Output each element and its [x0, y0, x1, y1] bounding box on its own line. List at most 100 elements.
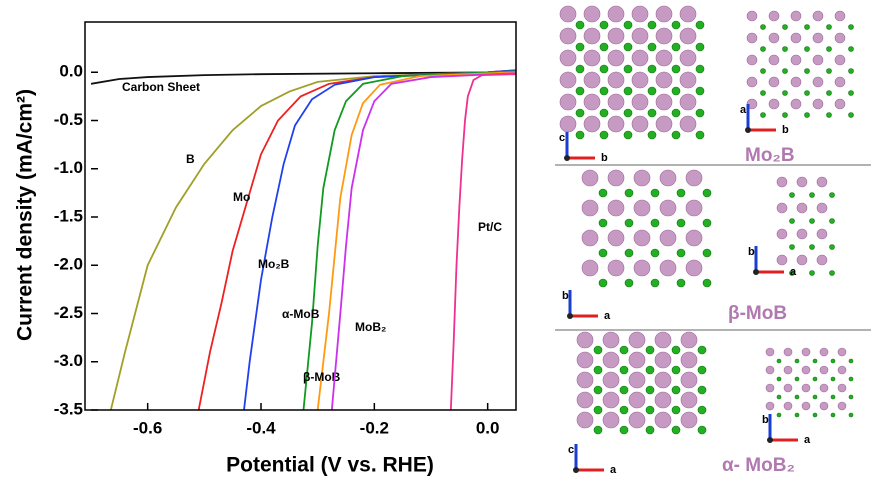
- atom: [680, 50, 696, 66]
- atom: [795, 395, 799, 399]
- axis-origin: [767, 437, 773, 443]
- atom: [698, 366, 706, 374]
- atom: [747, 77, 757, 87]
- atom: [632, 116, 648, 132]
- atom: [603, 412, 619, 428]
- atom: [594, 386, 602, 394]
- atom: [784, 402, 792, 410]
- atom: [594, 346, 602, 354]
- atom: [632, 6, 648, 22]
- atom: [560, 116, 576, 132]
- atom: [696, 65, 704, 73]
- atom: [802, 366, 810, 374]
- atom: [766, 348, 774, 356]
- atom: [603, 332, 619, 348]
- atom: [769, 77, 779, 87]
- atom: [672, 65, 680, 73]
- atom: [838, 384, 846, 392]
- atom: [584, 94, 600, 110]
- atom: [584, 28, 600, 44]
- atom: [660, 260, 676, 276]
- atom: [608, 72, 624, 88]
- atom: [634, 260, 650, 276]
- atom: [672, 426, 680, 434]
- atom: [827, 47, 832, 52]
- structure-title: β-MoB: [728, 303, 787, 324]
- atom: [603, 392, 619, 408]
- atom: [620, 346, 628, 354]
- atom: [784, 348, 792, 356]
- atom: [582, 200, 598, 216]
- atom: [777, 229, 787, 239]
- curve: [111, 70, 516, 410]
- atom: [696, 21, 704, 29]
- atom: [783, 25, 788, 30]
- y-tick-label: -3.5: [54, 399, 83, 418]
- atom: [651, 279, 659, 287]
- axis-letter: c: [568, 444, 574, 456]
- atom: [655, 352, 671, 368]
- series-label: MoB₂: [355, 320, 386, 334]
- atom: [582, 230, 598, 246]
- figure: Potential (V vs. RHE) Current density (m…: [0, 0, 871, 482]
- atom: [703, 189, 711, 197]
- x-tick-label: -0.4: [246, 418, 276, 437]
- atom: [831, 395, 835, 399]
- atom: [817, 203, 827, 213]
- structure-title: Mo₂B: [745, 145, 795, 166]
- atom: [648, 131, 656, 139]
- atom: [629, 332, 645, 348]
- atom: [784, 366, 792, 374]
- atom: [680, 28, 696, 44]
- axis-letter: a: [610, 464, 617, 476]
- atom: [660, 230, 676, 246]
- atom: [817, 229, 827, 239]
- atom: [805, 69, 810, 74]
- atom: [677, 249, 685, 257]
- y-tick-label: -3.0: [54, 351, 83, 370]
- series-label: Pt/C: [478, 220, 502, 234]
- x-tick-label: 0.0: [476, 418, 500, 437]
- atom: [813, 377, 817, 381]
- atom: [576, 87, 584, 95]
- x-tick-label: -0.2: [360, 418, 389, 437]
- atom: [696, 87, 704, 95]
- atom: [835, 33, 845, 43]
- atom: [747, 55, 757, 65]
- atom: [813, 413, 817, 417]
- axis-letter: b: [782, 124, 789, 136]
- atom: [795, 377, 799, 381]
- atom: [624, 65, 632, 73]
- y-tick-label: -1.5: [54, 206, 83, 225]
- atom: [761, 47, 766, 52]
- y-tick-label: 0.0: [59, 62, 83, 81]
- atom: [608, 6, 624, 22]
- atom: [827, 113, 832, 118]
- atom: [761, 91, 766, 96]
- atom: [576, 65, 584, 73]
- atom: [805, 91, 810, 96]
- atom: [813, 55, 823, 65]
- atom: [624, 131, 632, 139]
- atom: [698, 426, 706, 434]
- atom: [795, 413, 799, 417]
- atom: [594, 426, 602, 434]
- atom: [820, 402, 828, 410]
- atom: [656, 50, 672, 66]
- atom: [766, 384, 774, 392]
- atom: [608, 170, 624, 186]
- atom: [761, 113, 766, 118]
- atom: [620, 366, 628, 374]
- atom: [777, 377, 781, 381]
- atom: [560, 6, 576, 22]
- atom: [648, 87, 656, 95]
- axis-letter: a: [790, 266, 797, 278]
- y-tick-label: -0.5: [54, 110, 83, 129]
- atom: [777, 359, 781, 363]
- atom: [599, 219, 607, 227]
- axis-letter: a: [604, 310, 611, 322]
- atom: [696, 43, 704, 51]
- atom: [655, 412, 671, 428]
- atom: [838, 366, 846, 374]
- atom: [655, 392, 671, 408]
